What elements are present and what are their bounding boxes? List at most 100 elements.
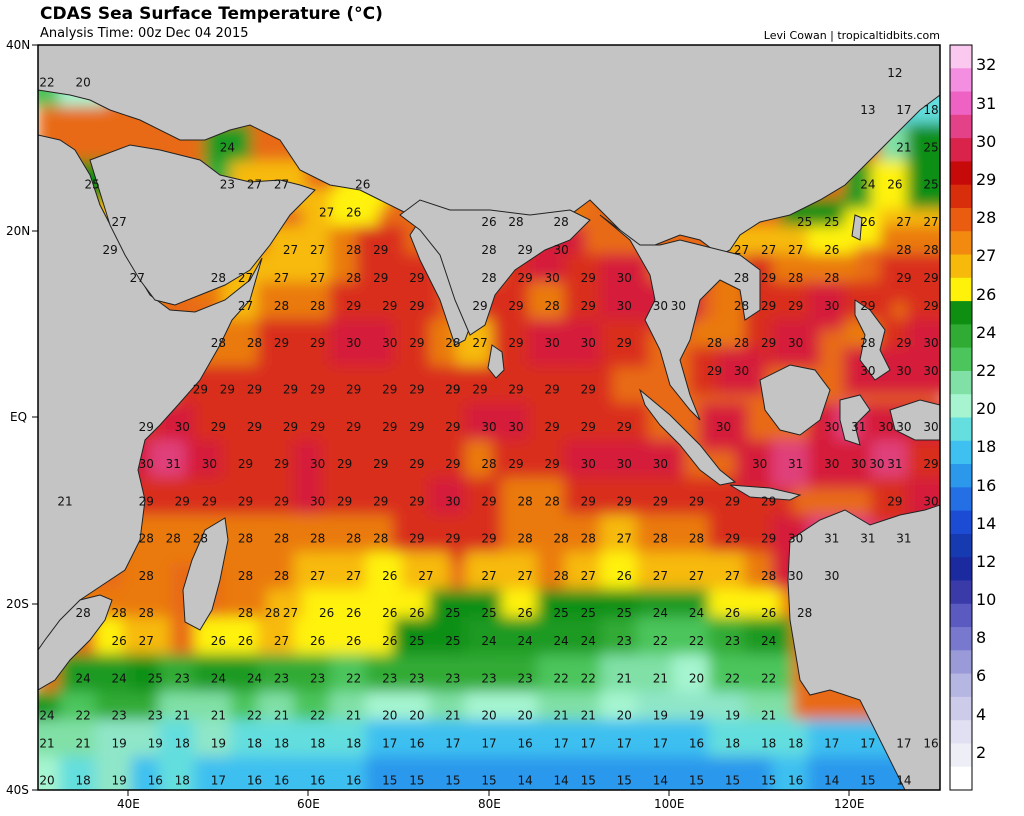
sst-value-label: 24 [517,634,532,648]
sst-value-label: 28 [824,271,839,285]
sst-value-label: 30 [824,569,839,583]
sst-value-label: 26 [382,569,397,583]
sst-value-label: 27 [346,569,361,583]
sst-value-label: 30 [481,420,496,434]
colorbar-label: 10 [976,590,997,609]
sst-value-label: 30 [671,299,686,313]
colorbar-swatch [950,510,972,535]
sst-value-label: 27 [130,271,145,285]
sst-cell [906,346,940,395]
sst-value-label: 20 [75,75,90,89]
sst-value-label: 26 [346,606,361,620]
sst-value-label: 27 [247,178,262,192]
sst-value-label: 30 [860,364,875,378]
sst-value-label: 28 [797,606,812,620]
sst-value-label: 18 [175,774,190,788]
colorbar-swatch [950,533,972,558]
sst-value-label: 21 [274,709,289,723]
sst-cell [906,160,940,209]
sst-value-label: 18 [725,736,740,750]
sst-value-label: 26 [355,178,370,192]
sst-value-label: 27 [274,634,289,648]
sst-value-label: 29 [508,457,523,471]
sst-value-label: 28 [310,299,325,313]
credit-text: Levi Cowan | tropicaltidbits.com [763,29,940,42]
sst-value-label: 29 [508,299,523,313]
sst-value-label: 27 [761,243,776,257]
sst-value-label: 15 [725,774,740,788]
sst-value-label: 24 [112,671,127,685]
sst-value-label: 29 [887,494,902,508]
sst-value-label: 30 [139,457,154,471]
colorbar-swatch [950,696,972,721]
sst-value-label: 17 [554,736,569,750]
sst-value-label: 30 [653,457,668,471]
sst-value-label: 27 [896,215,911,229]
land-india [399,199,591,336]
sst-value-label: 29 [373,271,388,285]
sst-value-label: 29 [581,494,596,508]
sst-value-label: 29 [472,383,487,397]
land-taiwan [851,214,863,241]
sst-value-label: 29 [346,420,361,434]
colorbar-label: 32 [976,55,997,74]
sst-value-label: 29 [761,299,776,313]
sst-value-label: 28 [265,606,280,620]
sst-value-label: 21 [554,709,569,723]
colorbar-swatch [950,231,972,256]
sst-value-label: 27 [310,271,325,285]
sst-value-label: 29 [761,271,776,285]
sst-value-label: 15 [617,774,632,788]
land-borneo [759,364,831,436]
sst-value-label: 22 [310,709,325,723]
sst-value-label: 30 [346,336,361,350]
sst-value-label: 14 [554,774,569,788]
sst-value-label: 28 [734,336,749,350]
colorbar-swatch [950,557,972,581]
sst-value-label: 22 [247,709,262,723]
sst-value-label: 30 [382,336,397,350]
sst-value-label: 29 [725,494,740,508]
sst-value-label: 19 [211,736,226,750]
temperature-value-labels: 22 20 25 27 29 27 24 23 27 27 26 27 26 27 27 28 29 28 27 27… [39,66,938,788]
sst-value-label: 29 [247,420,262,434]
sst-value-label: 20 [409,709,424,723]
land-new-guinea [889,399,940,441]
colorbar-label: 16 [976,476,997,495]
sst-value-label: 27 [310,569,325,583]
sst-value-label: 28 [734,271,749,285]
sst-value-label: 29 [445,383,460,397]
sst-value-label: 26 [346,634,361,648]
sst-value-label: 31 [824,532,839,546]
sst-value-label: 30 [202,457,217,471]
sst-value-label: 18 [247,736,262,750]
sst-value-label: 20 [382,709,397,723]
sst-value-label: 12 [887,66,902,80]
sst-value-label: 30 [581,336,596,350]
colorbar-label: 6 [976,666,987,685]
sst-value-label: 29 [409,494,424,508]
sst-value-label: 30 [310,457,325,471]
sst-value-label: 25 [148,671,163,685]
sst-value-label: 30 [923,494,938,508]
sst-value-label: 29 [310,383,325,397]
sst-value-label: 30 [851,457,866,471]
sst-value-label: 27 [689,569,704,583]
sst-value-label: 18 [274,736,289,750]
sst-value-label: 26 [761,606,776,620]
sst-value-label: 29 [544,457,559,471]
lon-label: 120E [834,797,865,811]
colorbar-swatch [950,650,972,675]
sst-value-label: 29 [103,243,118,257]
sst-value-label: 27 [274,178,289,192]
sst-value-label: 28 [860,336,875,350]
sst-value-label: 28 [554,215,569,229]
land-masses [38,45,940,790]
sst-value-label: 29 [238,457,253,471]
sst-value-label: 30 [923,420,938,434]
colorbar-swatch [950,580,972,605]
sst-value-label: 29 [581,383,596,397]
sst-value-label: 24 [247,671,262,685]
sst-value-label: 28 [517,532,532,546]
sst-value-label: 22 [39,75,54,89]
